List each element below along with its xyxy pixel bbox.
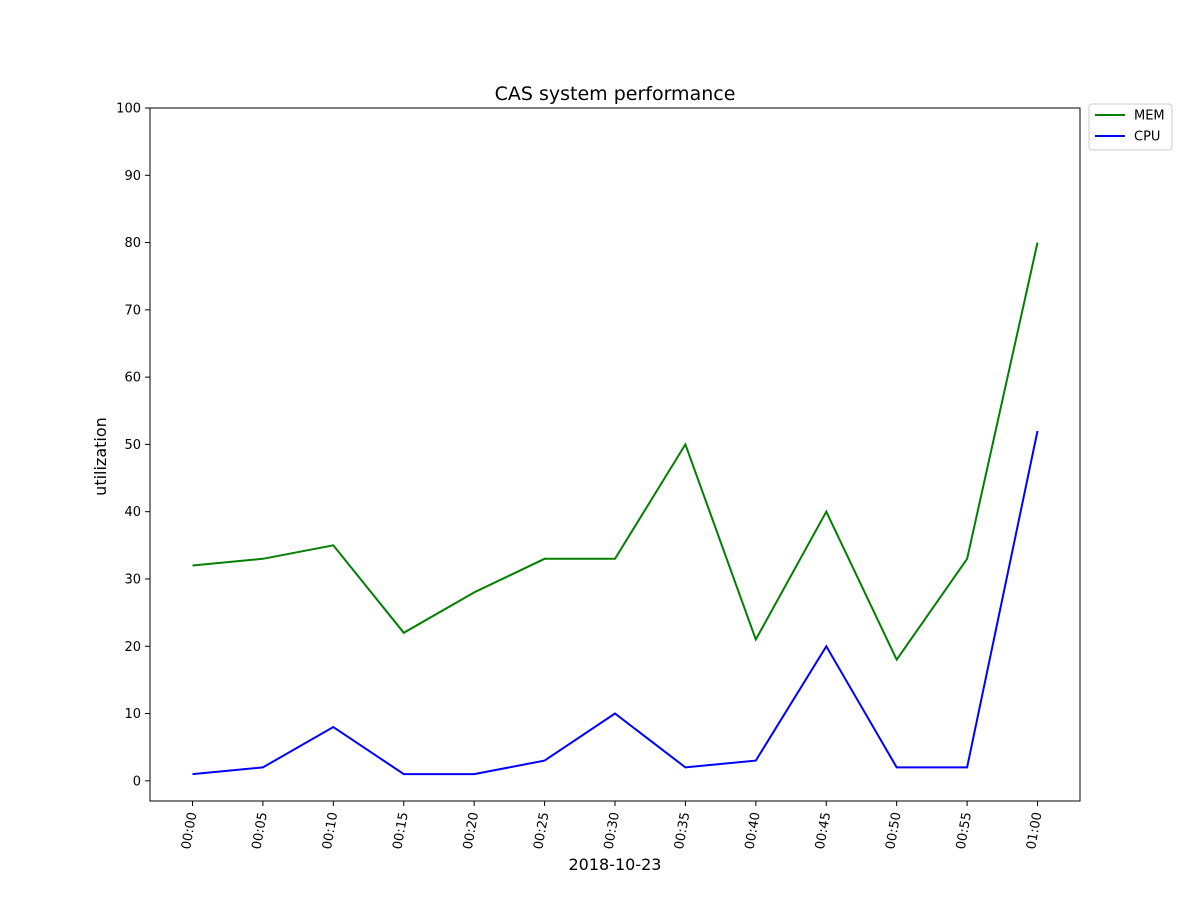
y-tick-label: 10	[124, 707, 141, 722]
y-tick-label: 30	[124, 572, 141, 587]
x-axis-label: 2018-10-23	[569, 855, 662, 874]
y-tick-label: 40	[124, 505, 141, 520]
y-tick-label: 100	[116, 102, 141, 117]
series-lines	[192, 242, 1039, 776]
x-tick-label: 00:40	[742, 811, 763, 851]
x-tick-label: 00:00	[179, 811, 200, 851]
legend: MEM CPU	[1088, 103, 1173, 151]
x-tick-label: 00:20	[461, 811, 482, 851]
x-tick-label: 00:45	[813, 811, 834, 851]
x-tick-label: 01:00	[1024, 811, 1045, 851]
y-tick-label: 20	[124, 640, 141, 655]
x-tick-label: 00:30	[602, 811, 623, 851]
y-tick-label: 90	[124, 169, 141, 184]
legend-label-cpu: CPU	[1134, 130, 1160, 145]
y-axis: 0 10 20 30 40 50 60 70 80 90 100	[116, 102, 150, 789]
y-tick-label: 60	[124, 371, 141, 386]
y-tick-label: 80	[124, 236, 141, 251]
x-tick-label: 00:50	[883, 811, 904, 851]
x-tick-label: 00:25	[531, 811, 552, 851]
y-tick-label: 50	[124, 438, 141, 453]
y-tick-label: 0	[133, 774, 141, 789]
chart-title: CAS system performance	[495, 83, 736, 105]
y-axis-label: utilization	[91, 417, 110, 496]
plot-area	[149, 107, 1081, 802]
x-tick-label: 00:10	[320, 811, 341, 851]
series-line-mem	[192, 242, 1039, 662]
legend-label-mem: MEM	[1134, 109, 1165, 124]
y-tick-label: 70	[124, 303, 141, 318]
x-tick-label: 00:35	[672, 811, 693, 851]
x-tick-label: 00:05	[250, 811, 271, 851]
series-line-cpu	[192, 430, 1039, 776]
x-tick-label: 00:15	[390, 811, 411, 851]
x-tick-label: 00:55	[954, 811, 975, 851]
x-axis: 00:00 00:05 00:10 00:15 00:20 00:25 00:30 00:35…	[179, 801, 1045, 851]
